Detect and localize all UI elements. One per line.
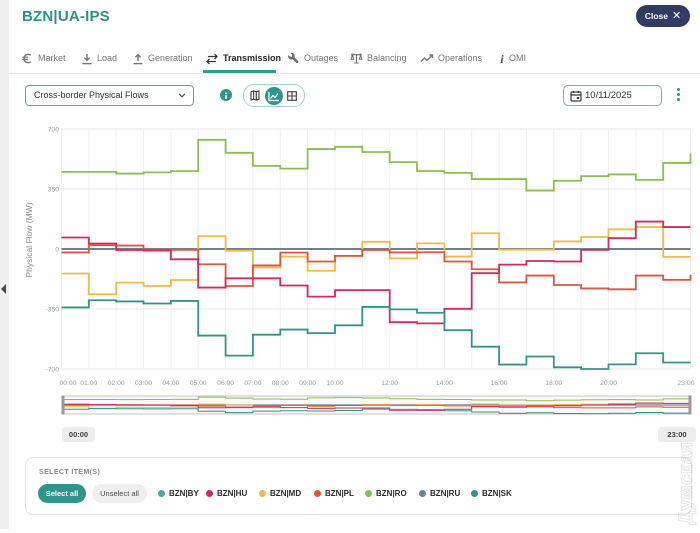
svg-text:04:00: 04:00: [162, 380, 179, 387]
svg-text:07:00: 07:00: [244, 380, 261, 387]
svg-text:-350: -350: [45, 306, 59, 313]
svg-text:02:00: 02:00: [108, 380, 125, 387]
svg-text:00:00: 00:00: [59, 380, 76, 387]
svg-text:20:00: 20:00: [600, 380, 617, 387]
svg-text:14:00: 14:00: [436, 380, 453, 387]
svg-text:12:00: 12:00: [381, 380, 398, 387]
svg-text:09:00: 09:00: [299, 380, 316, 387]
svg-text:10:00: 10:00: [326, 380, 343, 387]
svg-text:03:00: 03:00: [135, 380, 152, 387]
svg-text:16:00: 16:00: [491, 380, 508, 387]
svg-text:0: 0: [55, 246, 59, 253]
svg-text:350: 350: [48, 186, 60, 193]
svg-text:18:00: 18:00: [545, 380, 562, 387]
svg-text:01:00: 01:00: [80, 380, 97, 387]
svg-text:06:00: 06:00: [217, 380, 234, 387]
svg-text:i: i: [500, 53, 504, 65]
svg-text:Physical Flow (MW): Physical Flow (MW): [24, 202, 34, 277]
svg-text:-700: -700: [45, 366, 59, 373]
svg-text:700: 700: [48, 126, 60, 133]
svg-text:05:00: 05:00: [190, 380, 207, 387]
svg-text:08:00: 08:00: [272, 380, 289, 387]
svg-text:23:00: 23:00: [677, 380, 694, 387]
